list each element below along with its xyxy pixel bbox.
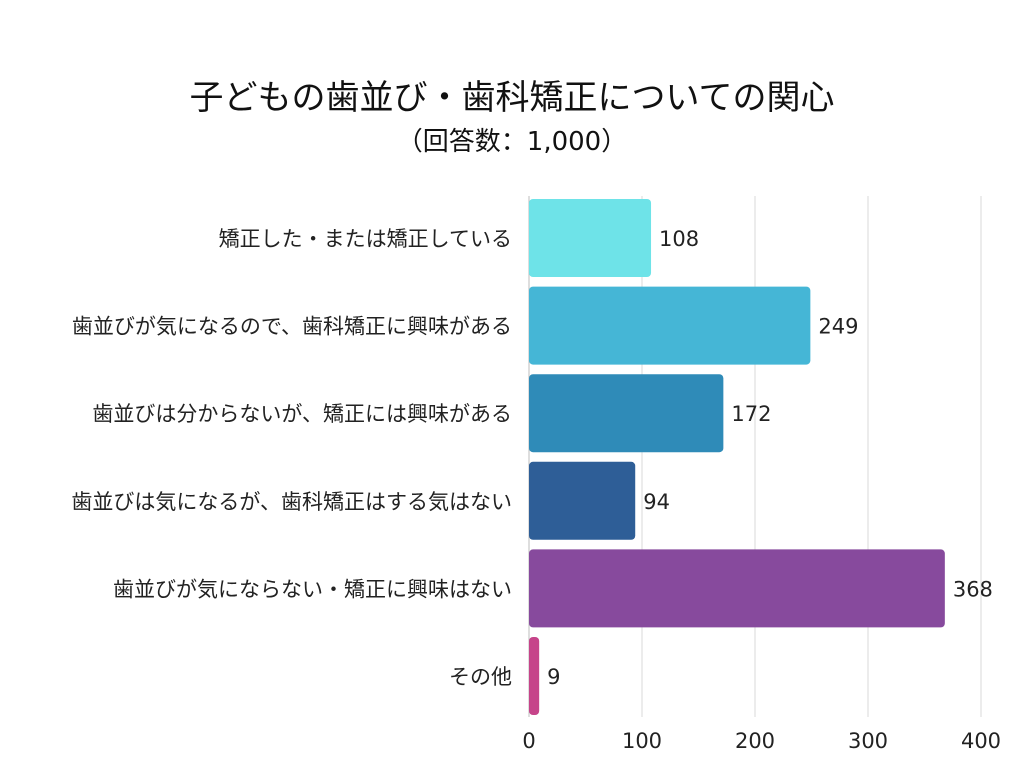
category-label: 矯正した・または矯正している xyxy=(219,227,512,251)
value-label: 172 xyxy=(731,402,771,426)
bars xyxy=(529,199,945,715)
category-label: 歯並びが気にならない・矯正に興味はない xyxy=(113,577,512,601)
category-labels: 矯正した・または矯正している歯並びが気になるので、歯科矯正に興味がある歯並びは分… xyxy=(71,227,512,689)
value-label: 368 xyxy=(953,577,993,601)
value-labels: 108 249 172 94 368 9 xyxy=(547,227,993,689)
category-label: 歯並びは分からないが、矯正には興味がある xyxy=(92,402,512,426)
x-tick-label: 400 xyxy=(961,729,1001,753)
category-label: 歯並びが気になるので、歯科矯正に興味がある xyxy=(72,315,512,339)
x-tick-label: 200 xyxy=(735,729,775,753)
chart-title: 子どもの歯並び・歯科矯正についての関心 xyxy=(189,78,835,118)
bar xyxy=(529,374,724,453)
x-tick-label: 0 xyxy=(522,729,535,753)
bar xyxy=(529,286,811,365)
x-tick-label: 100 xyxy=(622,729,662,753)
bar xyxy=(529,549,945,628)
chart-subtitle: （回答数：1,000） xyxy=(396,127,628,157)
category-label: 歯並びは気になるが、歯科矯正はする気はない xyxy=(71,490,512,514)
value-label: 108 xyxy=(659,227,699,251)
value-label: 249 xyxy=(818,315,858,339)
bar xyxy=(529,199,652,277)
category-label: その他 xyxy=(449,665,512,689)
x-axis-ticks: 0 100 200 300 400 xyxy=(522,729,1001,753)
value-label: 9 xyxy=(547,665,560,689)
bar xyxy=(529,461,636,540)
value-label: 94 xyxy=(643,490,670,514)
bar xyxy=(529,637,540,715)
grid-lines xyxy=(528,196,982,717)
x-tick-label: 300 xyxy=(848,729,888,753)
